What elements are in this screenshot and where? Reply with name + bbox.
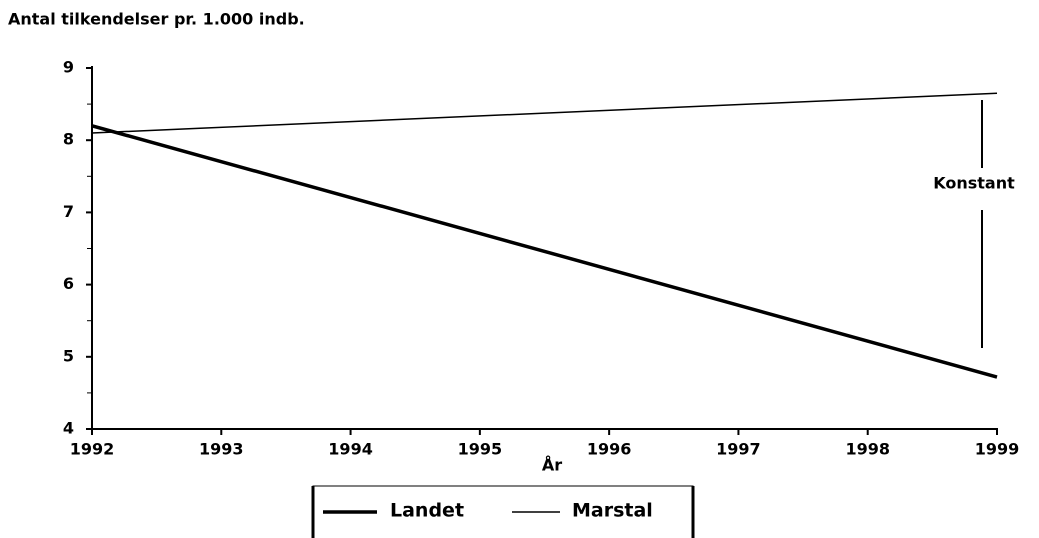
x-tick-label: 1994 (328, 440, 373, 459)
series-line (91, 92, 998, 134)
y-tick-label: 9 (63, 58, 74, 77)
y-tick-label: 8 (63, 130, 74, 149)
y-tick-label: 6 (63, 274, 74, 293)
x-tick-label: 1997 (716, 440, 761, 459)
legend-label: Marstal (572, 500, 653, 522)
x-tick-label: 1999 (975, 440, 1020, 459)
legend-label: Landet (390, 500, 464, 522)
x-tick-label: 1996 (587, 440, 632, 459)
x-tick-label: 1992 (70, 440, 115, 459)
x-tick-label: 1998 (845, 440, 890, 459)
y-tick-label: 4 (63, 419, 74, 438)
chart-title: Antal tilkendelser pr. 1.000 indb. (8, 10, 305, 29)
x-tick-label: 1995 (458, 440, 503, 459)
series-line (91, 124, 998, 379)
y-tick-label: 7 (63, 202, 74, 221)
annotation: Konstant (933, 174, 1015, 193)
y-tick-label: 5 (63, 346, 74, 365)
x-axis-label: År (542, 456, 562, 475)
x-tick-label: 1993 (199, 440, 244, 459)
